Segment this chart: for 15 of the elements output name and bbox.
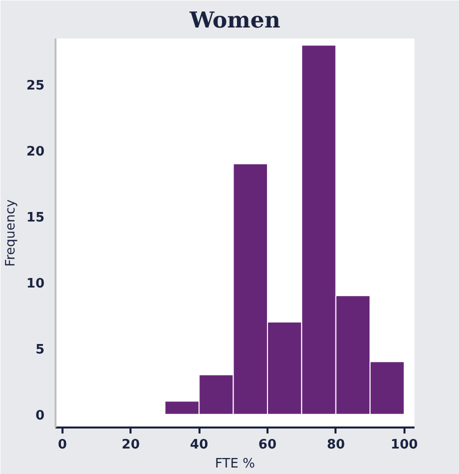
- x-tick-label: 60: [258, 438, 277, 452]
- y-tick-label: 15: [26, 210, 45, 226]
- y-tick-label: 25: [26, 78, 45, 94]
- x-tick-label: 20: [122, 438, 140, 452]
- x-axis-title: FTE %: [215, 456, 255, 472]
- y-tick-label: 20: [26, 144, 45, 160]
- x-tick-label: 40: [190, 438, 208, 452]
- y-tick-label: 10: [26, 276, 45, 292]
- x-tick-label: 0: [58, 438, 67, 452]
- y-tick-label: 5: [35, 342, 44, 358]
- x-tick-label: 100: [390, 438, 418, 452]
- y-tick-label: 0: [35, 408, 44, 424]
- x-tick-label: 80: [326, 438, 345, 452]
- chart-title: Women: [188, 8, 280, 34]
- y-axis-title: Frequency: [3, 199, 18, 267]
